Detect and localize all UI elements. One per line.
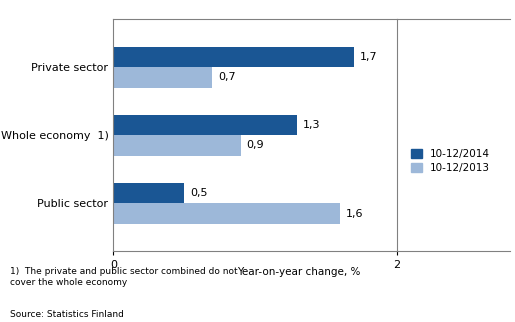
Text: 0,9: 0,9 (246, 140, 264, 150)
Text: 1,3: 1,3 (303, 120, 320, 130)
Text: 0,5: 0,5 (190, 188, 207, 198)
Text: Year-on-year change, %: Year-on-year change, % (237, 267, 360, 277)
Bar (113, 183, 184, 204)
Bar (113, 135, 241, 156)
Text: 1,7: 1,7 (359, 52, 377, 62)
Text: Source: Statistics Finland: Source: Statistics Finland (10, 310, 124, 319)
Bar (113, 67, 212, 88)
Legend: 10-12/2014, 10-12/2013: 10-12/2014, 10-12/2013 (411, 149, 490, 173)
Bar (113, 115, 298, 135)
Bar (113, 204, 340, 224)
Bar (113, 47, 354, 67)
Text: 1)  The private and public sector combined do not
cover the whole economy: 1) The private and public sector combine… (10, 267, 238, 287)
Text: 0,7: 0,7 (218, 72, 236, 82)
Text: 1,6: 1,6 (346, 209, 363, 219)
